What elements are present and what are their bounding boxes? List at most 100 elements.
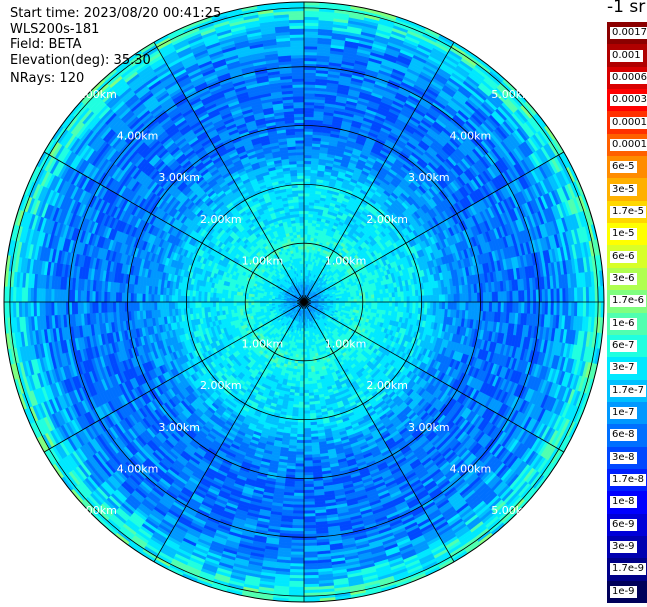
range-gate-cell [368, 305, 372, 310]
range-gate-cell [303, 34, 319, 38]
range-gate-cell [303, 57, 318, 62]
range-gate-cell [303, 187, 311, 191]
range-gate-cell [509, 301, 514, 314]
range-gate-cell [303, 222, 309, 226]
range-gate-cell [374, 297, 378, 303]
range-gate-cell [303, 160, 312, 165]
range-gate-cell [488, 301, 493, 313]
range-gate-cell [453, 301, 458, 311]
range-gate-cell [303, 166, 312, 171]
range-gate-cell [512, 301, 517, 314]
range-gate-cell [383, 301, 387, 307]
range-gate-cell [368, 298, 372, 303]
range-gate-cell [388, 297, 393, 303]
range-gate-cell [379, 293, 384, 299]
range-gate-cell [385, 301, 390, 307]
range-gate-cell [303, 113, 315, 118]
range-gate-cell [388, 292, 393, 298]
range-gate-cell [397, 296, 402, 303]
range-gate-cell [403, 296, 408, 303]
range-gate-cell [303, 198, 310, 203]
range-gate-cell [371, 294, 375, 299]
range-gate-cell [494, 291, 499, 303]
range-gate-cell [373, 294, 378, 299]
range-gate-cell [347, 296, 352, 300]
range-gate-cell [303, 163, 312, 168]
range-gate-cell [379, 305, 384, 311]
range-gate-cell [409, 296, 414, 303]
range-gate-cell [303, 92, 316, 97]
range-gate-cell [400, 296, 405, 303]
range-gate-cell [303, 157, 312, 162]
range-gate-cell [303, 210, 310, 215]
range-gate-cell [465, 301, 469, 311]
range-gate-cell [462, 293, 467, 303]
range-gate-cell [415, 295, 419, 303]
range-gate-cell [526, 289, 531, 303]
range-gate-cell [471, 301, 475, 312]
range-gate-cell [403, 301, 408, 308]
range-gate-cell [521, 301, 525, 314]
range-gate-cell [383, 297, 387, 303]
range-gate-cell [474, 292, 478, 303]
range-gate-cell [303, 237, 308, 241]
range-gate-cell [303, 242, 308, 247]
range-gate-cell [303, 189, 311, 194]
range-gate-cell [303, 28, 319, 33]
range-gate-cell [497, 291, 502, 303]
range-gate-cell [462, 301, 467, 311]
range-gate-cell [359, 298, 364, 303]
range-gate-cell [468, 301, 472, 312]
range-gate-cell [303, 72, 317, 77]
range-gate-cell [303, 219, 309, 223]
range-gate-cell [306, 237, 312, 241]
range-gate-cell [303, 151, 313, 156]
range-gate-cell [500, 291, 505, 303]
range-gate-cell [303, 154, 312, 159]
range-gate-cell [376, 293, 381, 299]
range-gate-cell [303, 139, 313, 144]
range-gate-cell [488, 291, 493, 303]
range-gate-cell [521, 290, 525, 303]
range-gate-cell [430, 294, 434, 303]
range-gate-cell [435, 294, 440, 303]
range-gate-cell [391, 301, 396, 308]
range-gate-cell [374, 301, 378, 307]
range-gate-cell [303, 172, 312, 176]
range-gate-cell [500, 301, 505, 313]
range-gate-cell [491, 291, 496, 303]
range-gate-cell [518, 301, 522, 314]
range-gate-cell [307, 219, 313, 224]
range-gate-cell [438, 294, 443, 303]
range-gate-cell [412, 295, 417, 303]
range-gate-cell [529, 301, 534, 315]
range-gate-cell [397, 301, 402, 308]
range-gate-cell [400, 301, 405, 308]
range-gate-cell [432, 294, 437, 303]
range-gate-cell [303, 245, 308, 250]
range-gate-cell [385, 297, 390, 303]
range-gate-cell [303, 148, 313, 153]
range-gate-cell [303, 195, 310, 200]
range-gate-cell [406, 296, 411, 303]
range-gate-cell [303, 228, 309, 232]
range-gate-cell [471, 292, 475, 303]
range-gate-cell [456, 301, 461, 311]
range-gate-cell [308, 213, 314, 218]
range-gate-cell [553, 288, 558, 303]
range-gate-cell [441, 301, 446, 310]
range-gate-cell [550, 301, 555, 316]
range-gate-cell [303, 48, 318, 53]
range-gate-cell [371, 305, 375, 310]
range-gate-cell [303, 192, 310, 197]
range-gate-cell [515, 290, 519, 303]
range-gate-cell [368, 294, 372, 299]
range-gate-cell [544, 301, 549, 316]
range-gate-cell [468, 292, 472, 303]
range-gate-cell [303, 225, 309, 229]
range-gate-cell [465, 293, 469, 303]
range-gate-cell [303, 84, 316, 88]
range-gate-cell [453, 293, 458, 303]
range-gate-cell [526, 301, 531, 315]
range-gate-cell [550, 288, 555, 303]
